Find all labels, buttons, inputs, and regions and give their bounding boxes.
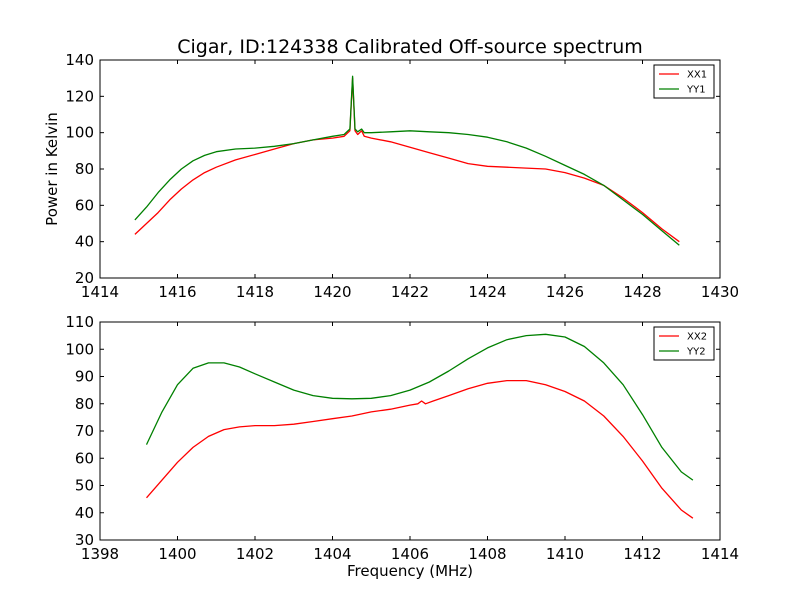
y-tick-label: 80: [75, 160, 94, 178]
legend-box: [653, 64, 715, 99]
y-tick-label: 50: [75, 477, 94, 495]
x-tick-label: 1410: [546, 545, 584, 563]
x-tick-label: 1418: [236, 283, 274, 301]
legend-label-yy2: YY2: [686, 347, 706, 358]
axes-frame: [99, 321, 721, 541]
x-tick-label: 1416: [158, 283, 196, 301]
y-tick-label: 40: [75, 233, 94, 251]
series-line-yy2: [145, 333, 694, 481]
y-tick-label: 120: [65, 87, 94, 105]
bottom-panel: 1398 1400 1402 1404 1406 1408 1410 1412 1414 30 40…: [65, 313, 739, 563]
y-tick-label: 60: [75, 196, 94, 214]
y-tick-label: 30: [75, 531, 94, 549]
y-tick-label: 40: [75, 504, 94, 522]
series-line-yy1: [134, 75, 680, 246]
y-tick-label: 140: [65, 51, 94, 69]
axes-frame: [99, 59, 721, 279]
y-axis-label: Power in Kelvin: [43, 112, 61, 226]
x-tick-label: 1400: [158, 545, 196, 563]
x-tick-label: 1426: [546, 283, 584, 301]
y-tick-label: 100: [65, 124, 94, 142]
x-tick-label: 1408: [468, 545, 506, 563]
x-tick-label: 1414: [701, 545, 739, 563]
legend-box: [653, 326, 715, 361]
series-line-xx1: [134, 77, 680, 243]
y-tick-label: 70: [75, 422, 94, 440]
y-tick-label: 80: [75, 395, 94, 413]
legend-label-xx2: XX2: [687, 332, 707, 343]
x-tick-label: 1424: [468, 283, 506, 301]
top-panel: 1414 1416 1418 1420 1422 1424 1426 1428 1430 20 40…: [43, 51, 739, 301]
y-tick-label: 60: [75, 449, 94, 467]
x-tick-label: 1404: [313, 545, 351, 563]
series-line-xx2: [146, 379, 694, 519]
x-tick-label: 1412: [623, 545, 661, 563]
y-tick-label: 110: [65, 313, 94, 331]
x-axis-label: Frequency (MHz): [347, 562, 473, 580]
x-tick-label: 1398: [81, 545, 119, 563]
y-tick-label: 100: [65, 340, 94, 358]
legend-label-yy1: YY1: [686, 85, 706, 96]
x-tick-label: 1430: [701, 283, 739, 301]
legend-label-xx1: XX1: [687, 70, 707, 81]
y-tick-label: 20: [75, 269, 94, 287]
x-tick-label: 1422: [391, 283, 429, 301]
figure-title: Cigar, ID:124338 Calibrated Off-source s…: [177, 36, 643, 58]
x-tick-label: 1420: [313, 283, 351, 301]
y-tick-label: 90: [75, 368, 94, 386]
x-tick-label: 1428: [623, 283, 661, 301]
x-tick-label: 1402: [236, 545, 274, 563]
x-tick-label: 1406: [391, 545, 429, 563]
x-tick-label: 1414: [81, 283, 119, 301]
